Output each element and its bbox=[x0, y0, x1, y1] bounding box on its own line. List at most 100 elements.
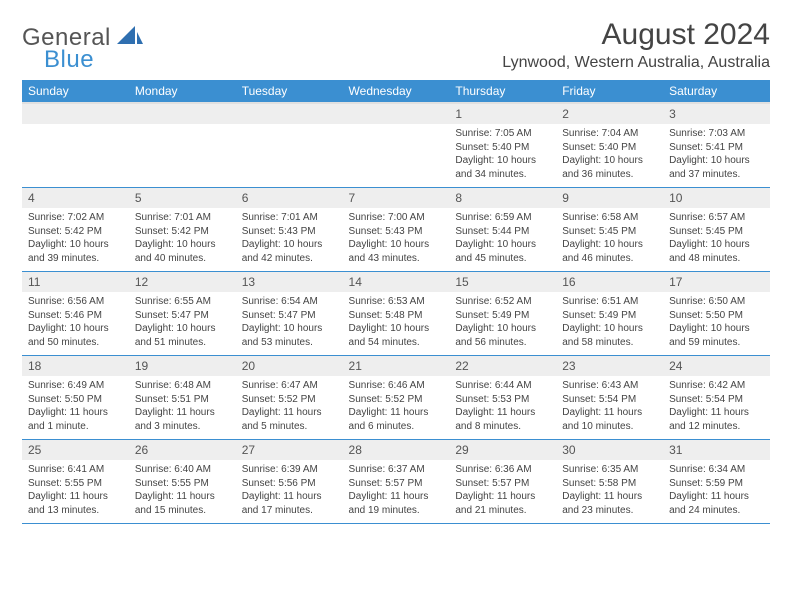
day-cell-details: Sunrise: 6:42 AMSunset: 5:54 PMDaylight:… bbox=[663, 376, 770, 440]
sunset-text: Sunset: 5:49 PM bbox=[562, 309, 657, 323]
sunrise-text: Sunrise: 6:41 AM bbox=[28, 463, 123, 477]
weekday-header: Wednesday bbox=[343, 80, 450, 103]
sunrise-text: Sunrise: 6:42 AM bbox=[669, 379, 764, 393]
day-number: 29 bbox=[449, 440, 556, 460]
week-daynum-row: 123 bbox=[22, 103, 770, 124]
daylight-text: Daylight: 10 hours and 51 minutes. bbox=[135, 322, 230, 349]
daylight-text: Daylight: 10 hours and 56 minutes. bbox=[455, 322, 550, 349]
day-details: Sunrise: 6:55 AMSunset: 5:47 PMDaylight:… bbox=[129, 292, 236, 355]
day-number: 10 bbox=[663, 188, 770, 208]
sunrise-text: Sunrise: 6:36 AM bbox=[455, 463, 550, 477]
sunrise-text: Sunrise: 6:47 AM bbox=[242, 379, 337, 393]
sunrise-text: Sunrise: 6:59 AM bbox=[455, 211, 550, 225]
day-cell-details: Sunrise: 6:52 AMSunset: 5:49 PMDaylight:… bbox=[449, 292, 556, 356]
day-details: Sunrise: 6:48 AMSunset: 5:51 PMDaylight:… bbox=[129, 376, 236, 439]
day-cell-number: 28 bbox=[343, 440, 450, 461]
day-cell-number: 23 bbox=[556, 356, 663, 377]
day-cell-number: 26 bbox=[129, 440, 236, 461]
day-cell-number: 2 bbox=[556, 103, 663, 124]
daylight-text: Daylight: 11 hours and 21 minutes. bbox=[455, 490, 550, 517]
sunset-text: Sunset: 5:55 PM bbox=[28, 477, 123, 491]
weekday-header: Thursday bbox=[449, 80, 556, 103]
day-number: 15 bbox=[449, 272, 556, 292]
day-details bbox=[236, 124, 343, 182]
day-cell-details bbox=[22, 124, 129, 188]
day-number: 12 bbox=[129, 272, 236, 292]
day-cell-details: Sunrise: 6:44 AMSunset: 5:53 PMDaylight:… bbox=[449, 376, 556, 440]
header: General Blue August 2024 Lynwood, Wester… bbox=[22, 18, 770, 74]
day-details: Sunrise: 6:41 AMSunset: 5:55 PMDaylight:… bbox=[22, 460, 129, 523]
day-number: 26 bbox=[129, 440, 236, 460]
daylight-text: Daylight: 11 hours and 5 minutes. bbox=[242, 406, 337, 433]
day-number: 3 bbox=[663, 104, 770, 124]
day-cell-number: 15 bbox=[449, 272, 556, 293]
day-cell-details: Sunrise: 6:40 AMSunset: 5:55 PMDaylight:… bbox=[129, 460, 236, 524]
day-cell-number: 27 bbox=[236, 440, 343, 461]
sunset-text: Sunset: 5:47 PM bbox=[242, 309, 337, 323]
daylight-text: Daylight: 10 hours and 34 minutes. bbox=[455, 154, 550, 181]
day-cell-number: 14 bbox=[343, 272, 450, 293]
sunrise-text: Sunrise: 7:05 AM bbox=[455, 127, 550, 141]
day-details: Sunrise: 7:05 AMSunset: 5:40 PMDaylight:… bbox=[449, 124, 556, 187]
day-details: Sunrise: 7:04 AMSunset: 5:40 PMDaylight:… bbox=[556, 124, 663, 187]
sunset-text: Sunset: 5:45 PM bbox=[669, 225, 764, 239]
day-cell-details: Sunrise: 6:35 AMSunset: 5:58 PMDaylight:… bbox=[556, 460, 663, 524]
day-cell-number bbox=[343, 103, 450, 124]
sunrise-text: Sunrise: 6:43 AM bbox=[562, 379, 657, 393]
day-cell-number: 25 bbox=[22, 440, 129, 461]
day-details: Sunrise: 6:42 AMSunset: 5:54 PMDaylight:… bbox=[663, 376, 770, 439]
day-number: 1 bbox=[449, 104, 556, 124]
day-number: 11 bbox=[22, 272, 129, 292]
sunset-text: Sunset: 5:42 PM bbox=[135, 225, 230, 239]
brand-logo: General Blue bbox=[22, 18, 143, 74]
week-details-row: Sunrise: 7:02 AMSunset: 5:42 PMDaylight:… bbox=[22, 208, 770, 272]
day-number: 31 bbox=[663, 440, 770, 460]
day-cell-details: Sunrise: 6:36 AMSunset: 5:57 PMDaylight:… bbox=[449, 460, 556, 524]
logo-sail-icon bbox=[117, 26, 143, 51]
sunrise-text: Sunrise: 6:39 AM bbox=[242, 463, 337, 477]
month-title: August 2024 bbox=[502, 18, 770, 52]
sunset-text: Sunset: 5:54 PM bbox=[669, 393, 764, 407]
day-cell-details: Sunrise: 6:54 AMSunset: 5:47 PMDaylight:… bbox=[236, 292, 343, 356]
day-details: Sunrise: 6:52 AMSunset: 5:49 PMDaylight:… bbox=[449, 292, 556, 355]
day-cell-details bbox=[129, 124, 236, 188]
day-cell-number: 31 bbox=[663, 440, 770, 461]
day-number: 27 bbox=[236, 440, 343, 460]
daylight-text: Daylight: 10 hours and 53 minutes. bbox=[242, 322, 337, 349]
day-number: 22 bbox=[449, 356, 556, 376]
calendar-table: Sunday Monday Tuesday Wednesday Thursday… bbox=[22, 80, 770, 524]
day-number: 2 bbox=[556, 104, 663, 124]
week-details-row: Sunrise: 6:41 AMSunset: 5:55 PM Daylight:… bbox=[22, 460, 770, 524]
location-text: Lynwood, Western Australia, Australia bbox=[502, 54, 770, 72]
day-cell-details: Sunrise: 7:01 AMSunset: 5:42 PMDaylight:… bbox=[129, 208, 236, 272]
sunset-text: Sunset: 5:59 PM bbox=[669, 477, 764, 491]
day-details bbox=[343, 124, 450, 182]
day-cell-details: Sunrise: 6:55 AMSunset: 5:47 PMDaylight:… bbox=[129, 292, 236, 356]
sunrise-text: Sunrise: 7:01 AM bbox=[135, 211, 230, 225]
day-cell-number: 24 bbox=[663, 356, 770, 377]
day-number: 14 bbox=[343, 272, 450, 292]
daylight-text: Daylight: 10 hours and 48 minutes. bbox=[669, 238, 764, 265]
sunrise-text: Sunrise: 6:49 AM bbox=[28, 379, 123, 393]
day-cell-details: Sunrise: 6:39 AMSunset: 5:56 PMDaylight:… bbox=[236, 460, 343, 524]
day-details: Sunrise: 7:03 AMSunset: 5:41 PMDaylight:… bbox=[663, 124, 770, 187]
daylight-text: Daylight: 11 hours and 24 minutes. bbox=[669, 490, 764, 517]
week-details-row: Sunrise: 6:49 AMSunset: 5:50 PMDaylight:… bbox=[22, 376, 770, 440]
day-cell-details: Sunrise: 6:51 AMSunset: 5:49 PMDaylight:… bbox=[556, 292, 663, 356]
day-cell-number: 5 bbox=[129, 188, 236, 209]
day-cell-number: 21 bbox=[343, 356, 450, 377]
day-cell-details: Sunrise: 7:01 AMSunset: 5:43 PMDaylight:… bbox=[236, 208, 343, 272]
week-daynum-row: 18192021222324 bbox=[22, 356, 770, 377]
sunrise-text: Sunrise: 6:44 AM bbox=[455, 379, 550, 393]
sunrise-text: Sunrise: 6:52 AM bbox=[455, 295, 550, 309]
day-details: Sunrise: 6:49 AMSunset: 5:50 PMDaylight:… bbox=[22, 376, 129, 439]
day-cell-details bbox=[236, 124, 343, 188]
day-number: 30 bbox=[556, 440, 663, 460]
day-cell-details: Sunrise: 7:00 AMSunset: 5:43 PMDaylight:… bbox=[343, 208, 450, 272]
daylight-text: Daylight: 11 hours and 12 minutes. bbox=[669, 406, 764, 433]
daylight-text: Daylight: 10 hours and 45 minutes. bbox=[455, 238, 550, 265]
day-details: Sunrise: 6:54 AMSunset: 5:47 PMDaylight:… bbox=[236, 292, 343, 355]
day-cell-details bbox=[343, 124, 450, 188]
day-cell-number: 6 bbox=[236, 188, 343, 209]
daylight-text: Daylight: 10 hours and 54 minutes. bbox=[349, 322, 444, 349]
